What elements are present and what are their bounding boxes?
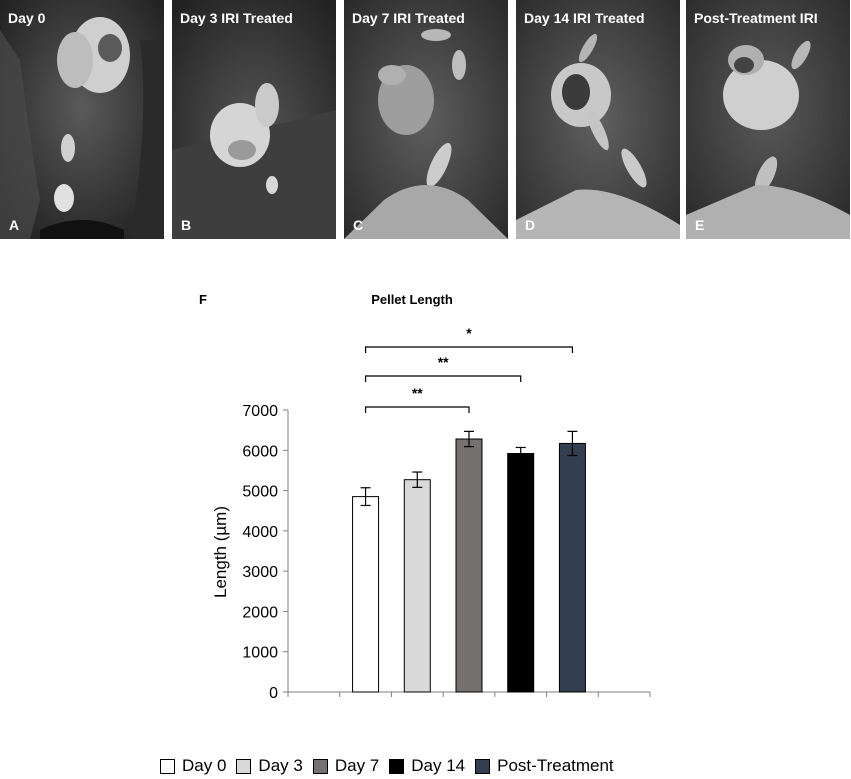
significance-label: *: [466, 325, 472, 341]
legend-swatch: [475, 758, 491, 774]
y-tick-label: 4000: [242, 524, 278, 541]
legend-item: Day 14: [389, 756, 465, 776]
legend-item: Day 3: [236, 756, 303, 776]
y-tick-label: 5000: [242, 484, 278, 501]
significance-label: **: [412, 385, 423, 401]
panel-title: Post-Treatment IRI: [694, 10, 818, 26]
xray-image-d: [516, 0, 680, 239]
y-tick-label: 0: [269, 685, 278, 702]
panel-letter: D: [525, 217, 536, 233]
legend-label: Day 3: [258, 756, 303, 775]
image-panel-c: Day 7 IRI Treated C: [344, 0, 508, 239]
y-tick-label: 6000: [242, 443, 278, 460]
legend-swatch: [312, 758, 328, 774]
image-panel-e: Post-Treatment IRI E: [686, 0, 850, 239]
bar: [403, 479, 431, 693]
legend-item: Post-Treatment: [475, 756, 614, 776]
legend-label: Day 14: [411, 756, 466, 775]
y-tick-label: 7000: [242, 403, 278, 420]
panel-letter: A: [9, 217, 20, 233]
legend-label: Day 0: [182, 756, 227, 775]
legend-item: Day 7: [312, 756, 380, 776]
legend-label: Day 7: [334, 756, 380, 775]
bar: [507, 453, 535, 693]
xray-image-b: [172, 0, 336, 239]
bar: [352, 496, 380, 693]
image-panel-b: Day 3 IRI Treated B: [172, 0, 336, 239]
legend-swatch: [236, 758, 252, 774]
figure-letter: F: [199, 292, 207, 307]
y-tick-label: 3000: [242, 564, 278, 581]
xray-image-e: [686, 0, 850, 239]
panel-title: Day 7 IRI Treated: [352, 10, 465, 26]
significance-bracket: [364, 406, 470, 413]
bar: [558, 442, 586, 693]
chart-title: Pellet Length: [371, 292, 453, 307]
xray-image-c: [344, 0, 508, 239]
image-panel-a: Day 0 A: [0, 0, 164, 239]
significance-bracket: [364, 375, 522, 382]
y-axis-label: Length (µm): [211, 506, 230, 598]
panel-title: Day 14 IRI Treated: [524, 10, 645, 26]
significance-bracket: [364, 346, 574, 353]
panel-title: Day 3 IRI Treated: [180, 10, 293, 26]
panel-title: Day 0: [8, 10, 46, 26]
legend-swatch: [389, 758, 405, 774]
y-tick-label: 2000: [242, 604, 278, 621]
xray-image-a: [0, 0, 164, 239]
legend: Day 0 Day 3 Day 7 Day 14 Post-Treatment: [160, 755, 624, 777]
bar-chart: F Pellet Length Length (µm) 0 1000 2000 300…: [199, 292, 651, 702]
panel-letter: C: [353, 217, 364, 233]
panel-letter: B: [181, 217, 192, 233]
image-panel-d: Day 14 IRI Treated D: [516, 0, 680, 239]
legend-label: Post-Treatment: [497, 756, 614, 775]
legend-swatch: [160, 758, 175, 774]
bar: [455, 438, 483, 693]
significance-label: **: [438, 354, 449, 370]
y-tick-label: 1000: [242, 645, 278, 662]
panel-letter: E: [695, 217, 705, 233]
legend-item: Day 0: [160, 756, 226, 776]
